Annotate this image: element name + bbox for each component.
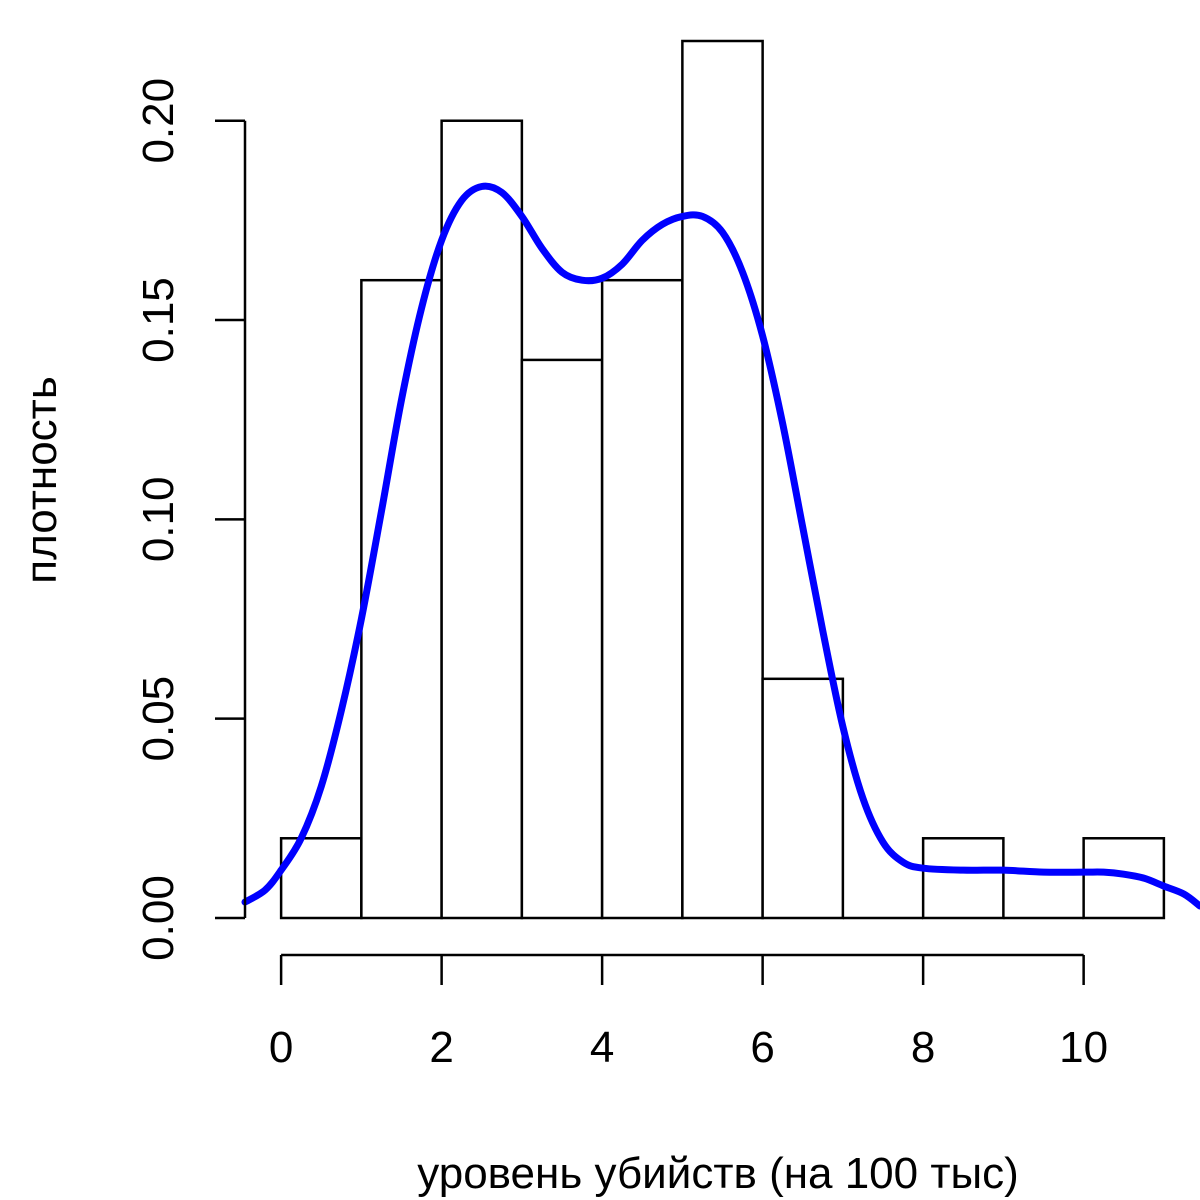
histogram-bars: [279, 39, 1166, 920]
y-tick-label-0: 0.00: [134, 875, 183, 961]
density-curve: [241, 182, 1200, 910]
x-tick-label-0: 0: [269, 1023, 293, 1072]
x-tick-label-2: 4: [590, 1023, 614, 1072]
y-tick-label-3: 0.15: [134, 277, 183, 363]
y-axis-title: плотность: [17, 376, 66, 584]
histogram-bar-5: [681, 39, 764, 920]
histogram-bar-3: [520, 358, 604, 920]
y-axis: 0.00 0.05 0.10 0.15 0.20: [134, 78, 247, 961]
y-tick-label-4: 0.20: [134, 78, 183, 164]
x-tick-label-1: 2: [429, 1023, 453, 1072]
histogram-bar-1: [360, 278, 443, 920]
x-axis: 0 2 4 6 8 10: [269, 953, 1108, 1072]
y-tick-label-2: 0.10: [134, 477, 183, 563]
x-axis-title: уровень убийств (на 100 тыс): [417, 1149, 1019, 1198]
x-tick-label-3: 6: [750, 1023, 774, 1072]
histogram-bar-4: [600, 278, 684, 920]
density-curve-layer: [241, 182, 1200, 910]
histogram-bar-6: [761, 677, 845, 920]
histogram-bar-8: [921, 837, 1005, 920]
x-tick-label-5: 10: [1059, 1023, 1108, 1072]
y-tick-label-1: 0.05: [134, 676, 183, 762]
x-tick-label-4: 8: [911, 1023, 935, 1072]
histogram-bar-2: [440, 119, 524, 920]
